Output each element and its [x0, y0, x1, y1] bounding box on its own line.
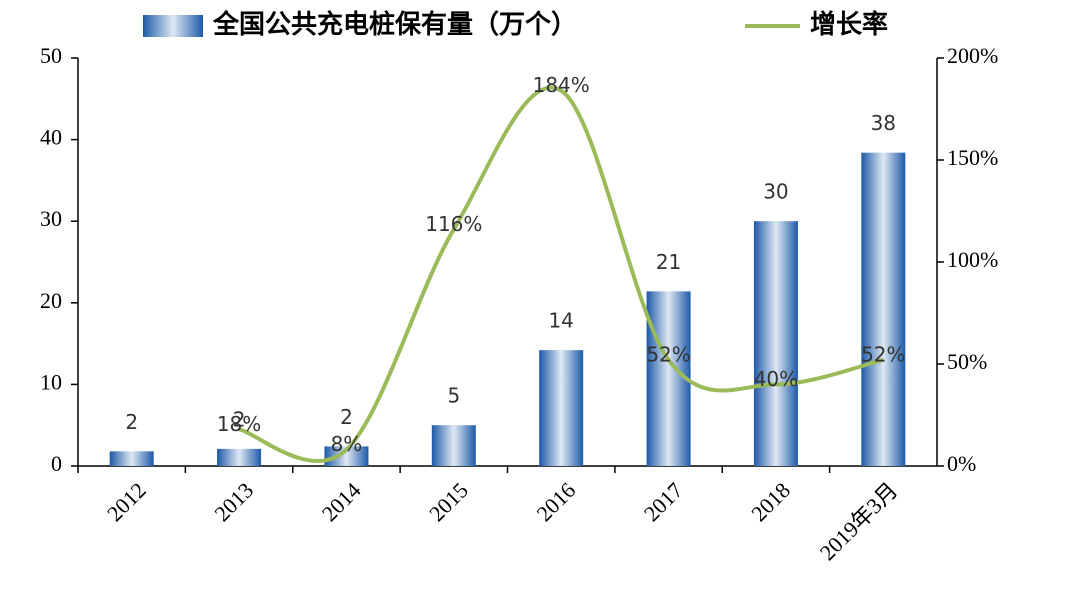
line-value-label: 40%: [754, 367, 798, 391]
bar-value-label: 21: [656, 250, 681, 274]
bar: [324, 446, 369, 466]
y2-tick-label: 200%: [947, 43, 998, 68]
y-tick-label: 30: [40, 206, 62, 231]
legend-label: 全国公共充电桩保有量（万个）: [212, 9, 577, 40]
x-tick-label: 2018: [746, 477, 795, 526]
legend-swatch: [143, 15, 203, 37]
x-tick-label: 2013: [209, 477, 258, 526]
bar: [646, 291, 691, 466]
y2-tick-label: 0%: [947, 451, 976, 476]
x-tick-label: 2012: [102, 477, 151, 526]
y2-tick-label: 100%: [947, 247, 998, 272]
line-value-label: 116%: [425, 212, 482, 236]
growth-line: [238, 85, 884, 464]
y2-tick-label: 50%: [947, 349, 987, 374]
x-tick-label: 2017: [639, 477, 688, 526]
x-tick-label: 2015: [424, 477, 473, 526]
y-tick-label: 40: [40, 125, 62, 150]
line-value-label: 184%: [533, 73, 590, 97]
y-tick-label: 10: [40, 369, 62, 394]
bar: [217, 448, 262, 466]
line-value-label: 18%: [217, 412, 261, 436]
line-value-label: 52%: [646, 342, 690, 366]
bar-value-label: 5: [447, 384, 460, 408]
legend-label: 增长率: [810, 9, 888, 40]
bar-value-label: 2: [125, 410, 138, 434]
bar-value-label: 2: [233, 407, 246, 431]
y-tick-label: 20: [40, 288, 62, 313]
bar-value-label: 14: [548, 309, 573, 333]
y-tick-label: 0: [51, 451, 62, 476]
bar: [861, 152, 906, 466]
bar: [539, 350, 584, 466]
bar: [109, 451, 154, 466]
line-value-label: 52%: [861, 342, 905, 366]
y-tick-label: 50: [40, 43, 62, 68]
bar: [431, 425, 476, 466]
bar-value-label: 30: [763, 180, 788, 204]
bar-value-label: 2: [340, 405, 353, 429]
x-tick-label: 2014: [317, 477, 366, 526]
x-tick-label: 2016: [532, 477, 581, 526]
line-value-label: 8%: [331, 432, 363, 456]
x-tick-label: 2019年3月: [815, 477, 903, 565]
bar-value-label: 38: [871, 111, 896, 135]
bar: [753, 221, 798, 466]
y2-tick-label: 150%: [947, 145, 998, 170]
